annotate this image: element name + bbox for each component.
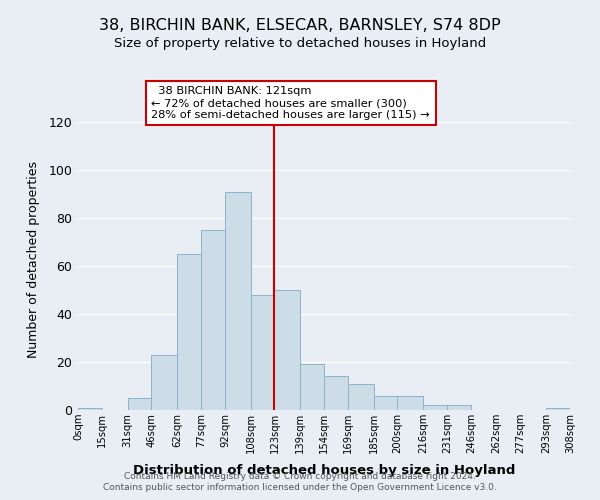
Bar bbox=[423, 405, 447, 410]
Text: Contains public sector information licensed under the Open Government Licence v3: Contains public sector information licen… bbox=[103, 484, 497, 492]
Text: 38, BIRCHIN BANK, ELSECAR, BARNSLEY, S74 8DP: 38, BIRCHIN BANK, ELSECAR, BARNSLEY, S74… bbox=[99, 18, 501, 32]
Bar bbox=[128, 398, 151, 410]
Bar bbox=[201, 230, 225, 410]
Bar bbox=[251, 295, 274, 410]
Bar bbox=[274, 290, 300, 410]
Bar bbox=[447, 405, 471, 410]
Bar bbox=[374, 396, 397, 410]
Bar bbox=[177, 254, 201, 410]
Bar bbox=[225, 192, 251, 410]
Text: Contains HM Land Registry data © Crown copyright and database right 2024.: Contains HM Land Registry data © Crown c… bbox=[124, 472, 476, 481]
X-axis label: Distribution of detached houses by size in Hoyland: Distribution of detached houses by size … bbox=[133, 464, 515, 477]
Bar bbox=[546, 408, 570, 410]
Bar bbox=[324, 376, 348, 410]
Bar bbox=[397, 396, 423, 410]
Bar bbox=[300, 364, 324, 410]
Text: Size of property relative to detached houses in Hoyland: Size of property relative to detached ho… bbox=[114, 38, 486, 51]
Bar bbox=[151, 355, 177, 410]
Text: 38 BIRCHIN BANK: 121sqm
← 72% of detached houses are smaller (300)
28% of semi-d: 38 BIRCHIN BANK: 121sqm ← 72% of detache… bbox=[151, 86, 430, 120]
Bar bbox=[78, 408, 102, 410]
Bar bbox=[348, 384, 374, 410]
Y-axis label: Number of detached properties: Number of detached properties bbox=[27, 162, 40, 358]
